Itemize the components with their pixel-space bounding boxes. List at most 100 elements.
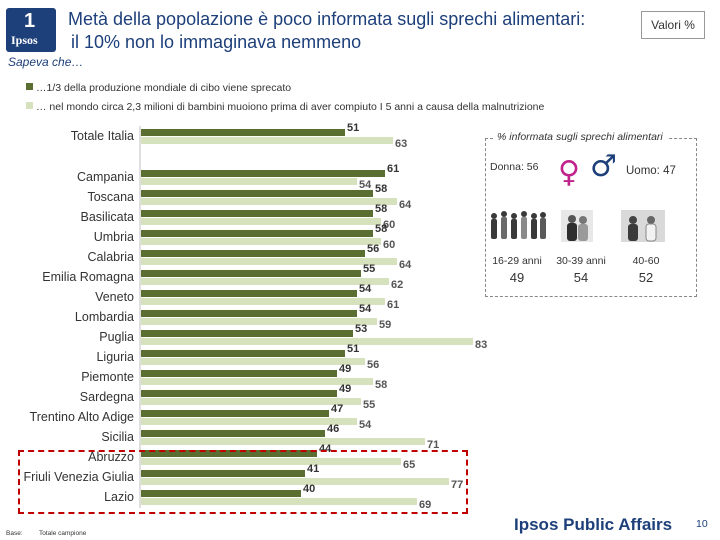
bar-series-2 (141, 278, 389, 285)
bar-series-2 (141, 378, 373, 385)
category-label: Campania (77, 170, 134, 184)
data-label-series-1: 40 (303, 483, 315, 495)
data-label-series-2: 69 (419, 499, 431, 511)
age-value-3: 52 (638, 270, 654, 285)
bar-series-2 (141, 218, 381, 225)
bar-series-1 (141, 290, 357, 297)
category-label: Basilicata (81, 210, 135, 224)
bar-series-2 (141, 478, 449, 485)
bar-series-2 (141, 178, 357, 185)
bar-series-1 (141, 390, 337, 397)
logo-number: 1 (24, 10, 36, 32)
data-label-series-1: 44 (319, 443, 332, 455)
category-label: Piemonte (81, 370, 134, 384)
data-label-series-2: 77 (451, 479, 463, 491)
base-value: Totale campione (39, 530, 87, 537)
data-label-series-2: 54 (359, 419, 372, 431)
bar-series-1 (141, 370, 337, 377)
subtitle: Sapeva che… (8, 55, 84, 69)
category-label: Umbria (94, 230, 134, 244)
category-label: Friuli Venezia Giulia (24, 470, 135, 484)
category-label: Toscana (87, 190, 134, 204)
base-label: Base: (6, 530, 23, 537)
data-label-series-2: 60 (383, 219, 395, 231)
data-label-series-2: 61 (387, 299, 399, 311)
category-label: Emilia Romagna (42, 270, 134, 284)
female-icon: ♀ (558, 155, 580, 190)
ipsos-logo: 1 Ipsos (6, 8, 56, 52)
bar-series-1 (141, 250, 365, 257)
bar-series-1 (141, 470, 305, 477)
bar-series-2 (141, 398, 361, 405)
legend-item-series-1: …1/3 della produzione mondiale di cibo v… (26, 82, 291, 94)
bar-series-1 (141, 430, 325, 437)
data-label-series-1: 51 (347, 343, 359, 355)
category-label: Sardegna (80, 390, 134, 404)
bar-series-2 (141, 258, 397, 265)
data-label-series-1: 46 (327, 423, 339, 435)
data-label-series-2: 56 (367, 359, 379, 371)
age-label-2: 30-39 anni (556, 255, 606, 267)
data-label-series-2: 64 (399, 199, 412, 211)
data-label-series-1: 54 (359, 283, 372, 295)
category-label: Lombardia (75, 310, 134, 324)
data-label-series-2: 59 (379, 319, 391, 331)
category-label: Trentino Alto Adige (30, 410, 135, 424)
data-label-series-1: 61 (387, 163, 399, 175)
highlight-box (18, 450, 468, 514)
photo-couple (561, 210, 593, 242)
category-label: Liguria (96, 350, 134, 364)
age-value-1: 49 (509, 270, 525, 285)
data-label-series-1: 56 (367, 243, 379, 255)
male-label: Uomo: 47 (626, 165, 676, 177)
data-label-series-2: 55 (363, 399, 375, 411)
data-label-series-2: 64 (399, 259, 412, 271)
bar-series-1 (141, 270, 361, 277)
data-label-series-1: 58 (375, 203, 387, 215)
bar-series-2 (141, 498, 417, 505)
bar-series-1 (141, 190, 373, 197)
bar-series-2 (141, 298, 385, 305)
bar-series-1 (141, 490, 301, 497)
data-label-series-1: 58 (375, 183, 387, 195)
male-icon: ♂ (590, 149, 617, 184)
bar-series-1 (141, 450, 317, 457)
data-label-series-2: 54 (359, 179, 372, 191)
category-label: Abruzzo (88, 450, 134, 464)
category-label: Totale Italia (71, 129, 134, 143)
bar-series-1 (141, 170, 385, 177)
data-label-series-1: 58 (375, 223, 387, 235)
data-label-series-1: 54 (359, 303, 372, 315)
bar-series-1 (141, 230, 373, 237)
age-value-2: 54 (573, 270, 589, 285)
female-label: Donna: 56 (490, 161, 539, 173)
data-label-series-2: 58 (375, 379, 387, 391)
bar-series-2 (141, 338, 473, 345)
category-label: Lazio (104, 490, 134, 504)
photo-young-group (488, 208, 548, 240)
data-label-series-2: 63 (395, 138, 407, 150)
values-badge: Valori % (641, 11, 705, 39)
data-label-series-1: 41 (307, 463, 319, 475)
bar-series-1 (141, 330, 353, 337)
legend-swatch-series-2 (26, 102, 33, 109)
data-label-series-2: 62 (391, 279, 403, 291)
legend-swatch-series-1 (26, 83, 33, 90)
inset-title: % informata sugli sprechi alimentari (493, 131, 667, 143)
data-label-series-2: 83 (475, 339, 487, 351)
data-label-series-1: 49 (339, 383, 351, 395)
age-label-3: 40-60 (632, 255, 660, 267)
legend-item-series-2: … nel mondo circa 2,3 milioni di bambini… (26, 101, 544, 113)
bar-series-1 (141, 350, 345, 357)
category-label: Puglia (99, 330, 134, 344)
bar-series-2 (141, 318, 377, 325)
bar-series-2 (141, 438, 425, 445)
bar-series-2 (141, 418, 357, 425)
data-label-series-2: 60 (383, 239, 395, 251)
legend-label-series-1: …1/3 della produzione mondiale di cibo v… (36, 82, 292, 94)
category-label: Calabria (87, 250, 134, 264)
title-line-1: Metà della popolazione è poco informata … (68, 9, 586, 29)
bar-series-1 (141, 210, 373, 217)
data-label-series-1: 53 (355, 323, 367, 335)
